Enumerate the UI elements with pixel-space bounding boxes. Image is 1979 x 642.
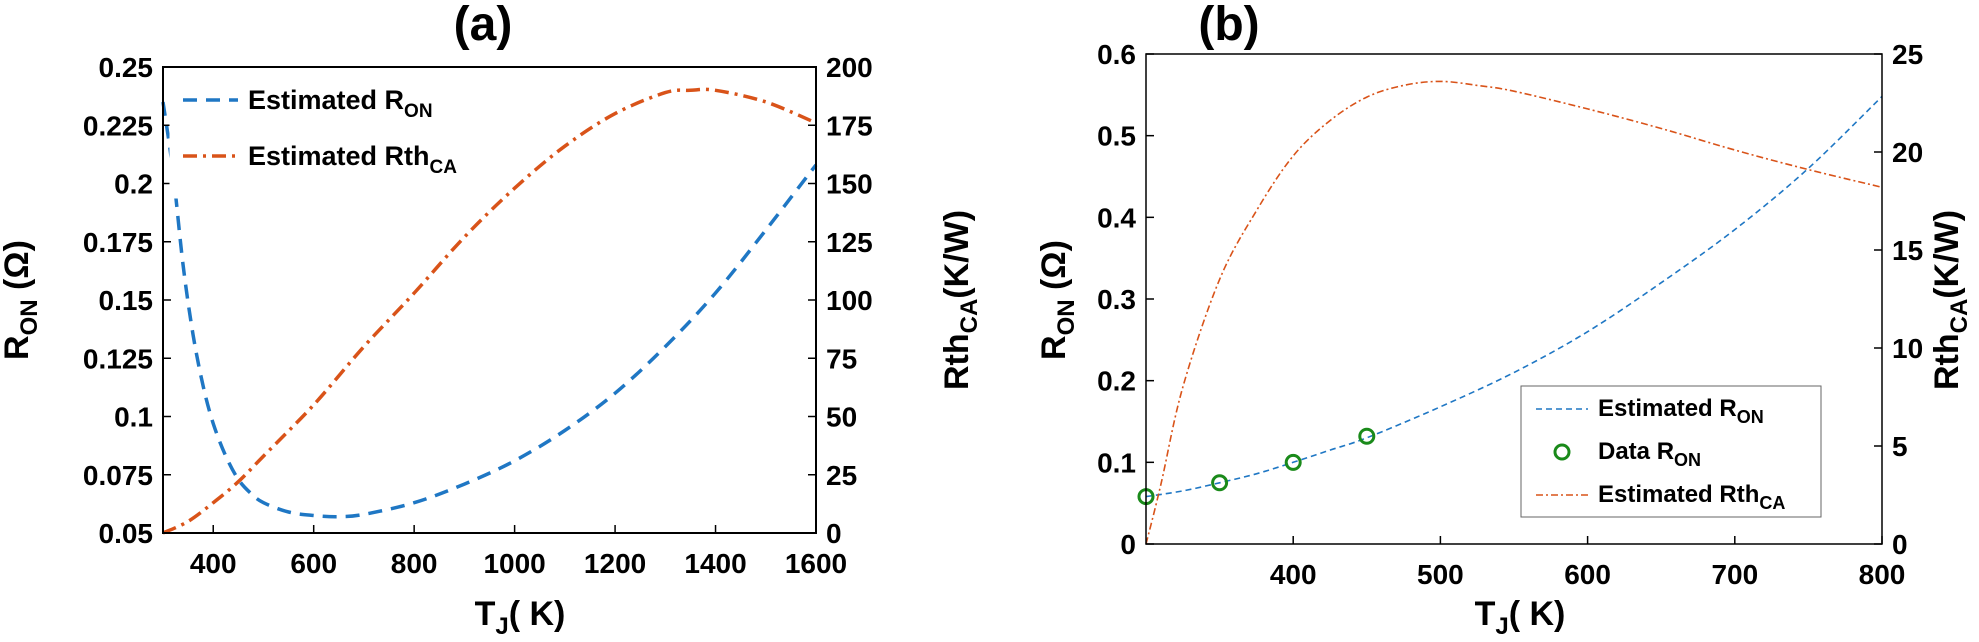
panel-b-data-point: [1284, 453, 1302, 471]
panel-a-y-left-tick-label: 0.25: [99, 52, 154, 83]
panel-a-legend-box: [169, 73, 473, 199]
panel-b-series-rth-ca-line: [1145, 80, 1883, 545]
panel-b-y-left-tick-label: 0.2: [1097, 366, 1136, 397]
legend-b-data-marker: [1553, 443, 1571, 461]
panel-a-y-right-tick-label: 100: [826, 285, 873, 316]
panel-b-x-tick-label: 500: [1417, 559, 1464, 590]
panel-a-y-right-tick-label: 125: [826, 227, 873, 258]
panel-b-legend: Estimated RON Data RON Estimated RthCA: [1520, 385, 1822, 518]
panel-a: (a) 400 600 800 1000 1200 1400 16000.050.0750.…: [0, 0, 983, 640]
panel-a-y-right-tick-label: 200: [826, 52, 873, 83]
panel-b-data-point: [1211, 474, 1229, 492]
panel-a-y-left-tick-label: 0.175: [83, 227, 153, 258]
panel-a-x-tick-label: 1000: [483, 548, 545, 579]
legend-b-rth-label: Estimated RthCA: [1598, 481, 1785, 513]
legend-b-data-label: Data RON: [1598, 438, 1701, 470]
panel-a-y-left-tick-label: 0.1: [114, 402, 153, 433]
panel-b-title: (b): [1198, 0, 1259, 51]
panel-b-y-left-tick-label: 0.6: [1097, 39, 1136, 70]
panel-a-y-right-tick-label: 25: [826, 460, 857, 491]
panel-a-y-left-label: RON (Ω): [0, 240, 43, 360]
legend-a-rth-label: Estimated RthCA: [248, 141, 457, 178]
panel-b-x-tick-label: 700: [1711, 559, 1758, 590]
panel-b-x-axis-label: TJ( K): [1475, 595, 1566, 640]
panel-b-series-r-on-line: [1145, 95, 1883, 498]
panel-b-y-right-tick-label: 0: [1892, 529, 1908, 560]
panel-b-y-left-tick-label: 0: [1120, 529, 1136, 560]
panel-b-x-tick-label: 800: [1859, 559, 1906, 590]
legend-b-ron-label: Estimated RON: [1598, 395, 1764, 427]
panel-a-legend: Estimated RON Estimated RthCA: [169, 73, 473, 199]
panel-a-series-r-on-line: [161, 101, 818, 519]
panel-b-y-right-tick-label: 20: [1892, 137, 1923, 168]
panel-b-y-right-tick-label: 25: [1892, 39, 1923, 70]
panel-b-y-right-tick-label: 5: [1892, 431, 1908, 462]
panel-a-x-tick-label: 800: [391, 548, 438, 579]
panel-b-x-tick-label: 400: [1270, 559, 1317, 590]
panel-b: (b) 400 500 600 700 80000.10.20.30.40.50.605…: [1035, 0, 1973, 640]
panel-b-y-left-tick-label: 0.3: [1097, 284, 1136, 315]
panel-b-y-left-tick-label: 0.1: [1097, 447, 1136, 478]
panel-a-x-tick-label: 400: [190, 548, 237, 579]
panel-a-y-right-tick-label: 0: [826, 518, 842, 549]
panel-a-y-right-tick-label: 75: [826, 343, 857, 374]
legend-a-ron-label: Estimated RON: [248, 85, 433, 122]
panel-a-y-left-tick-label: 0.125: [83, 343, 153, 374]
panel-b-y-right-tick-label: 15: [1892, 235, 1923, 266]
panel-b-y-right-tick-label: 10: [1892, 333, 1923, 364]
panel-b-data-point: [1358, 427, 1376, 445]
panel-b-y-left-tick-label: 0.4: [1097, 202, 1136, 233]
panel-b-y-right-label: RthCA(K/W): [1928, 210, 1973, 390]
panel-a-x-tick-label: 600: [290, 548, 337, 579]
panel-a-series-rth-ca-line: [162, 87, 817, 535]
panel-a-y-right-tick-label: 150: [826, 169, 873, 200]
panel-a-x-axis-label: TJ( K): [475, 595, 566, 640]
panel-a-y-right-tick-label: 175: [826, 110, 873, 141]
panel-a-y-left-tick-label: 0.15: [99, 285, 154, 316]
panel-b-x-tick-label: 600: [1564, 559, 1611, 590]
panel-a-y-right-label: RthCA(K/W): [938, 210, 983, 390]
panel-a-title: (a): [454, 0, 513, 51]
panel-a-x-tick-label: 1400: [684, 548, 746, 579]
panel-a-x-tick-label: 1600: [785, 548, 847, 579]
panel-a-y-left-tick-label: 0.225: [83, 110, 153, 141]
panel-a-y-left-tick-label: 0.2: [114, 169, 153, 200]
panel-a-x-tick-label: 1200: [584, 548, 646, 579]
panel-a-y-left-tick-label: 0.05: [99, 518, 154, 549]
panel-b-y-left-tick-label: 0.5: [1097, 121, 1136, 152]
panel-b-y-left-label: RON (Ω): [1035, 240, 1080, 360]
panel-a-y-left-tick-label: 0.075: [83, 460, 153, 491]
panel-a-y-right-tick-label: 50: [826, 402, 857, 433]
